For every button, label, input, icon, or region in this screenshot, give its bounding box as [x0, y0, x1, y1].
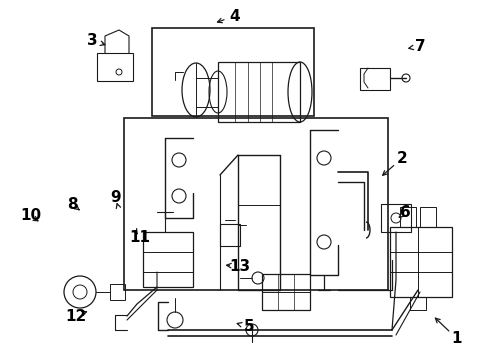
Text: 10: 10	[20, 208, 41, 224]
Bar	[218, 62, 300, 122]
Text: 9: 9	[110, 190, 121, 205]
Bar	[420, 207, 436, 227]
Text: 13: 13	[229, 259, 251, 274]
Bar	[390, 227, 452, 297]
Bar	[97, 53, 133, 81]
Bar	[220, 224, 240, 246]
Text: 4: 4	[229, 9, 240, 24]
Bar	[262, 274, 310, 310]
Bar	[381, 204, 411, 232]
Bar	[152, 28, 314, 116]
Text: 11: 11	[129, 230, 150, 245]
Text: 7: 7	[415, 39, 426, 54]
Text: 5: 5	[244, 319, 254, 334]
Text: 8: 8	[67, 197, 78, 212]
Bar	[110, 284, 125, 300]
Text: 3: 3	[87, 33, 98, 48]
Text: 6: 6	[400, 205, 411, 220]
Bar	[400, 207, 416, 227]
Text: 1: 1	[451, 331, 462, 346]
Bar	[124, 118, 388, 290]
Text: 2: 2	[396, 151, 407, 166]
Bar	[143, 232, 193, 287]
Bar	[360, 68, 390, 90]
Text: 12: 12	[65, 309, 87, 324]
